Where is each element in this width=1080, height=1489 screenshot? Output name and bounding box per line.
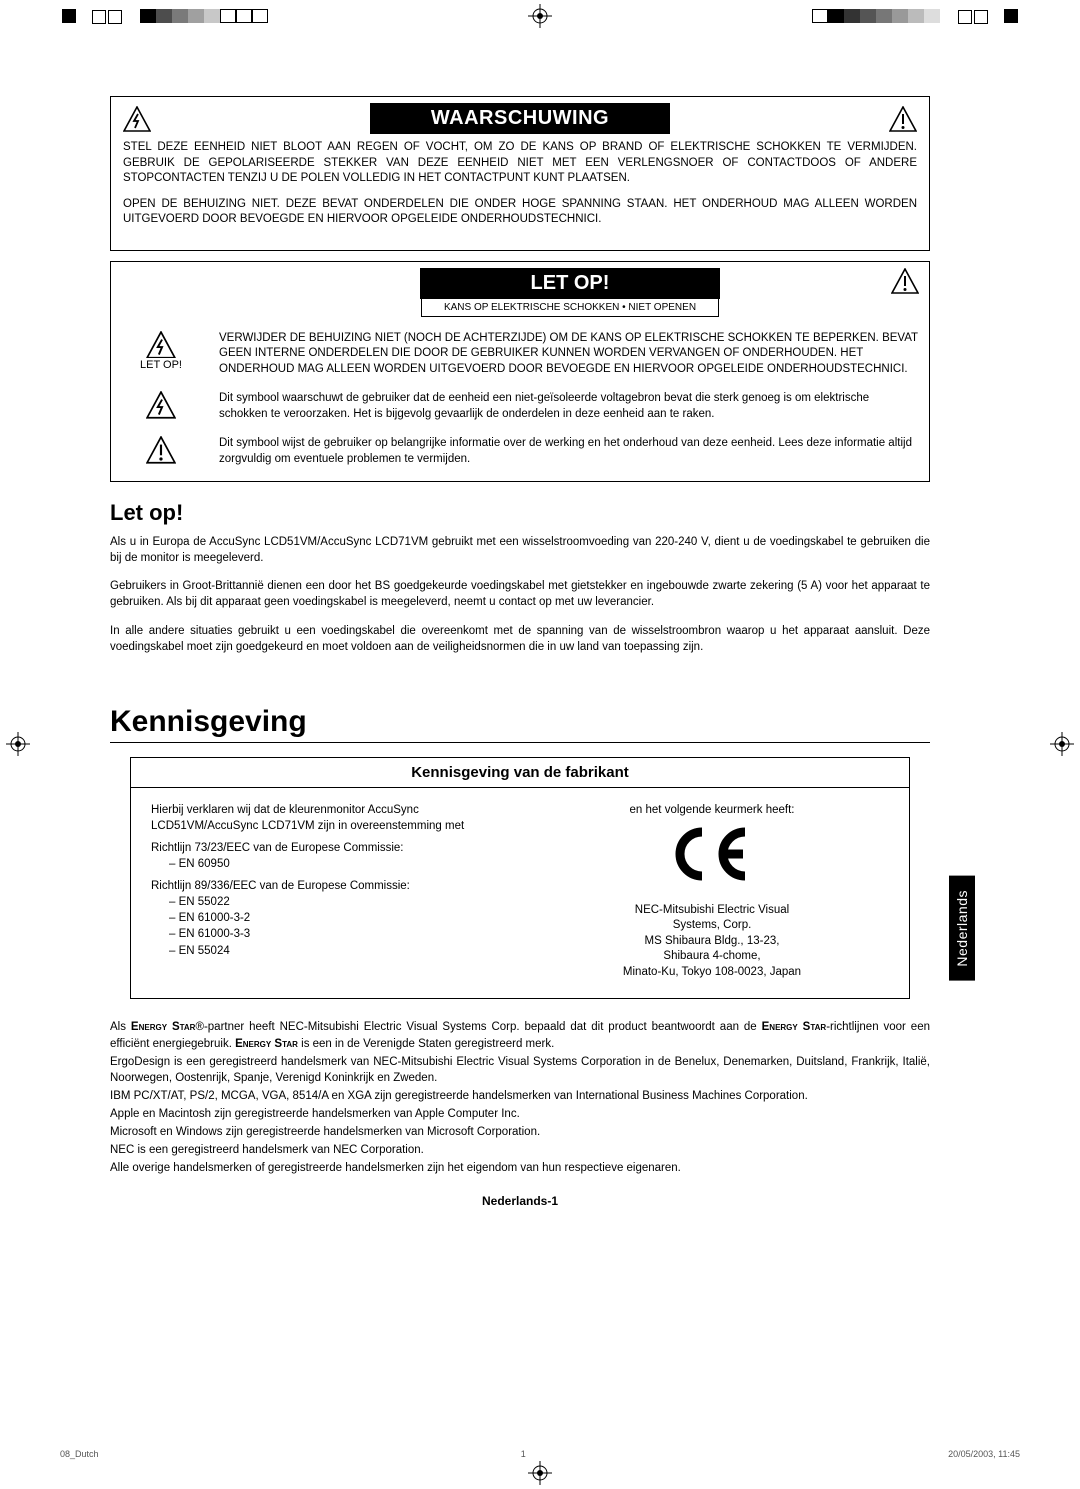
bolt-triangle-icon bbox=[146, 391, 176, 419]
grayscale-strip bbox=[140, 9, 268, 23]
energy-star-label: Energy Star bbox=[235, 1038, 298, 1050]
letop-p1: Als u in Europa de AccuSync LCD51VM/Accu… bbox=[110, 534, 930, 566]
crop-square bbox=[1004, 9, 1018, 23]
warning-p2: OPEN DE BEHUIZING NIET. DEZE BEVAT ONDER… bbox=[123, 197, 917, 228]
energy-star-label: Energy Star bbox=[762, 1021, 827, 1033]
content-area: WAARSCHUWING STEL DEZE EENHEID NIET BLOO… bbox=[110, 96, 930, 1208]
footer-mid: 1 bbox=[521, 1449, 526, 1459]
directive-1-item: – EN 60950 bbox=[169, 856, 505, 872]
caution-row2-text: Dit symbool waarschuwt de gebruiker dat … bbox=[219, 391, 919, 422]
trademark-p5: Microsoft en Windows zijn geregistreerde… bbox=[110, 1124, 930, 1140]
manufacturer-notice-box: Kennisgeving van de fabrikant Hierbij ve… bbox=[130, 757, 910, 1000]
ce-mark-icon bbox=[535, 824, 889, 893]
txt: Als bbox=[110, 1021, 131, 1033]
crop-square bbox=[62, 9, 76, 23]
caution-row-2: Dit symbool waarschuwt de gebruiker dat … bbox=[121, 391, 919, 422]
manufacturer-notice-body: Hierbij verklaren wij dat de kleurenmoni… bbox=[131, 788, 909, 999]
addr-line: NEC-Mitsubishi Electric Visual bbox=[535, 903, 889, 919]
register-target-icon bbox=[6, 732, 30, 761]
txt: is een in de Verenigde Staten geregistre… bbox=[298, 1038, 554, 1050]
trademark-p6: NEC is een geregistreerd handelsmerk van… bbox=[110, 1142, 930, 1158]
addr-line: Systems, Corp. bbox=[535, 918, 889, 934]
caution-row-3: Dit symbool wijst de gebruiker op belang… bbox=[121, 436, 919, 467]
printer-marks-top bbox=[0, 6, 1080, 26]
caution-box: LET OP! KANS OP ELEKTRISCHE SCHOKKEN • N… bbox=[110, 261, 930, 483]
directive-2: Richtlijn 89/336/EEC van de Europese Com… bbox=[151, 878, 505, 894]
crop-box bbox=[958, 10, 972, 24]
warning-body: STEL DEZE EENHEID NIET BLOOT AAN REGEN O… bbox=[123, 140, 917, 228]
register-target-icon bbox=[528, 4, 552, 28]
register-target-icon bbox=[1050, 732, 1074, 761]
footer-meta: 08_Dutch 1 20/05/2003, 11:45 bbox=[60, 1449, 1020, 1459]
directive-1: Richtlijn 73/23/EEC van de Europese Comm… bbox=[151, 840, 505, 856]
caution-banner: LET OP! bbox=[420, 268, 720, 299]
caution-row1-label: LET OP! bbox=[140, 359, 182, 371]
warning-banner: WAARSCHUWING bbox=[370, 103, 670, 134]
letop-p3: In alle andere situaties gebruikt u een … bbox=[110, 623, 930, 655]
notice-left-col: Hierbij verklaren wij dat de kleurenmoni… bbox=[151, 802, 505, 981]
txt: ®-partner heeft NEC-Mitsubishi Electric … bbox=[195, 1021, 761, 1033]
addr-line: Shibaura 4-chome, bbox=[535, 949, 889, 965]
directive-2-item4: – EN 55024 bbox=[169, 943, 505, 959]
page-number: Nederlands-1 bbox=[110, 1194, 930, 1208]
letop-heading: Let op! bbox=[110, 500, 930, 526]
directive-2-item1: – EN 55022 bbox=[169, 894, 505, 910]
footer-right: 20/05/2003, 11:45 bbox=[948, 1449, 1020, 1459]
trademark-p2: ErgoDesign is een geregistreerd handelsm… bbox=[110, 1054, 930, 1086]
notice-right-intro: en het volgende keurmerk heeft: bbox=[535, 802, 889, 818]
trademark-p7: Alle overige handelsmerken of geregistre… bbox=[110, 1160, 930, 1176]
caution-row3-text: Dit symbool wijst de gebruiker op belang… bbox=[219, 436, 919, 467]
bolt-triangle-icon bbox=[123, 106, 151, 132]
caution-row-1: LET OP! VERWIJDER DE BEHUIZING NIET (NOC… bbox=[121, 331, 919, 378]
energy-star-label: Energy Star bbox=[131, 1021, 196, 1033]
page: WAARSCHUWING STEL DEZE EENHEID NIET BLOO… bbox=[0, 0, 1080, 1489]
crop-box bbox=[92, 10, 106, 24]
directive-2-item3: – EN 61000-3-3 bbox=[169, 926, 505, 942]
manufacturer-notice-title: Kennisgeving van de fabrikant bbox=[131, 758, 909, 788]
exclaim-triangle-icon bbox=[146, 436, 176, 464]
addr-line: Minato-Ku, Tokyo 108-0023, Japan bbox=[535, 965, 889, 981]
warning-box: WAARSCHUWING STEL DEZE EENHEID NIET BLOO… bbox=[110, 96, 930, 251]
notice-left-intro: Hierbij verklaren wij dat de kleurenmoni… bbox=[151, 802, 505, 834]
crop-box bbox=[974, 10, 988, 24]
register-target-icon bbox=[528, 1461, 552, 1485]
caution-subbanner: KANS OP ELEKTRISCHE SCHOKKEN • NIET OPEN… bbox=[421, 299, 719, 317]
footer-left: 08_Dutch bbox=[60, 1449, 99, 1459]
addr-line: MS Shibaura Bldg., 13-23, bbox=[535, 934, 889, 950]
warning-p1: STEL DEZE EENHEID NIET BLOOT AAN REGEN O… bbox=[123, 140, 917, 187]
exclaim-triangle-icon bbox=[889, 106, 917, 132]
notice-right-col: en het volgende keurmerk heeft: NEC-Mits… bbox=[535, 802, 889, 981]
printer-marks-bottom bbox=[0, 1463, 1080, 1483]
directive-2-item2: – EN 61000-3-2 bbox=[169, 910, 505, 926]
kennisgeving-heading: Kennisgeving bbox=[110, 705, 930, 743]
caution-row1-text: VERWIJDER DE BEHUIZING NIET (NOCH DE ACH… bbox=[219, 331, 919, 378]
exclaim-triangle-icon bbox=[891, 268, 919, 294]
warning-banner-row: WAARSCHUWING bbox=[123, 103, 917, 134]
letop-p2: Gebruikers in Groot-Brittannië dienen ee… bbox=[110, 578, 930, 610]
trademark-p4: Apple en Macintosh zijn geregistreerde h… bbox=[110, 1106, 930, 1122]
bolt-triangle-icon bbox=[146, 331, 176, 359]
crop-box bbox=[108, 10, 122, 24]
trademark-p3: IBM PC/XT/AT, PS/2, MCGA, VGA, 8514/A en… bbox=[110, 1088, 930, 1104]
caution-banner-row: LET OP! KANS OP ELEKTRISCHE SCHOKKEN • N… bbox=[121, 268, 919, 317]
language-tab: Nederlands bbox=[949, 876, 975, 981]
trademark-p1: Als Energy Star®-partner heeft NEC-Mitsu… bbox=[110, 1019, 930, 1051]
manufacturer-address: NEC-Mitsubishi Electric Visual Systems, … bbox=[535, 903, 889, 981]
grayscale-strip bbox=[812, 9, 940, 23]
